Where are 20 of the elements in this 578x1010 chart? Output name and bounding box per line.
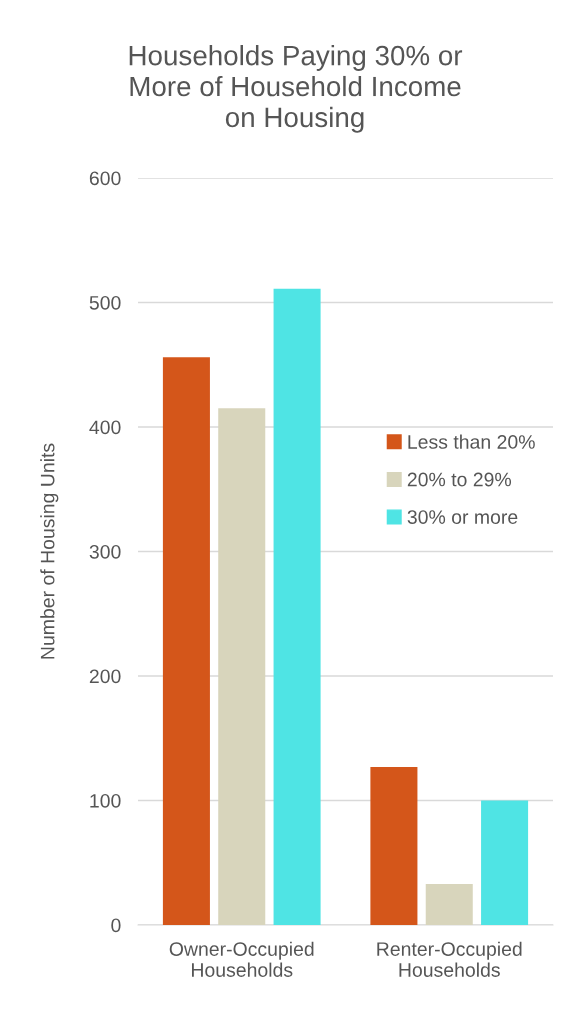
y-tick-label: 600 (89, 171, 121, 186)
legend-label: Less than 20% (408, 434, 535, 449)
bar (425, 883, 473, 925)
x-tick-label: Owner-Occupied Households (169, 941, 314, 977)
bar (481, 800, 529, 925)
x-tick-label: Renter-Occupied Households (377, 941, 522, 977)
legend-label: 30% or more (407, 510, 518, 524)
bar (370, 766, 418, 925)
bar (273, 288, 321, 925)
y-tick-label: 300 (89, 544, 121, 559)
y-tick-label: 400 (89, 420, 121, 435)
y-tick-label: 200 (89, 669, 121, 684)
legend-label: 20% to 29% (407, 472, 512, 487)
y-tick-label: 100 (90, 793, 121, 808)
y-tick-label: 500 (89, 295, 121, 310)
chart-title: Households Paying 30% or More of Household Income on Housing (129, 45, 463, 133)
y-axis-title: Number of Housing Units (40, 443, 59, 659)
bar (162, 357, 210, 925)
y-tick-label: 0 (111, 918, 121, 933)
bar (218, 408, 266, 925)
